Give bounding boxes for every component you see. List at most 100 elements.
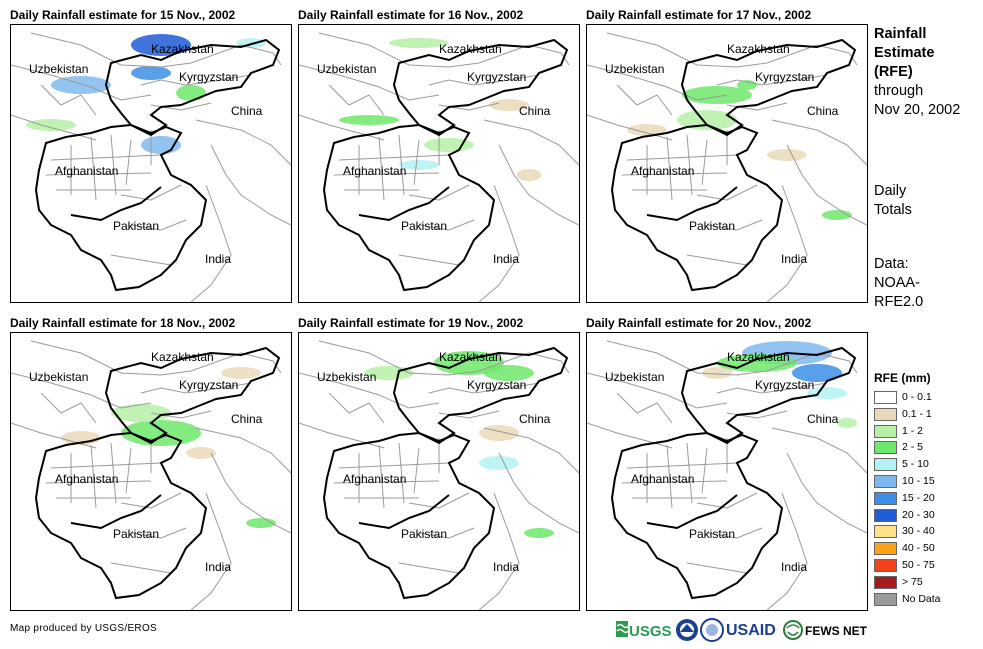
rainfall-area [479,456,519,470]
focus-region-border [610,38,857,292]
sidebar-title: Rainfall Estimate (RFE) [874,25,934,82]
sidebar-title-line1: Rainfall [874,26,927,42]
legend-swatch [874,424,897,438]
legend-label: 0 - 0.1 [902,391,932,403]
focus-region-border [34,346,281,600]
rainfall-area [524,528,554,538]
sidebar-data-source-2: RFE2.0 [874,294,924,310]
rainfall-area [246,518,276,528]
label-kazakhstan: Kazakhstan [727,42,790,56]
rainfall-area [822,210,852,220]
legend-label: 2 - 5 [902,441,924,454]
rainfall-area [434,351,504,375]
sidebar-date-value: Nov 20, 2002 [874,102,961,118]
legend-label: 10 - 15 [902,474,935,487]
usgs-logo-text: USGS [629,623,672,640]
label-kyrgyzstan: Kyrgyzstan [755,70,814,84]
legend-swatch [874,474,897,488]
panel-title: Daily Rainfall estimate for 19 Nov., 200… [298,316,524,330]
usaid-logo-text: USAID [726,622,776,639]
map-credit: Map produced by USGS/EROS [10,623,158,634]
label-kyrgyzstan: Kyrgyzstan [467,70,526,84]
legend-swatch [874,458,897,472]
label-kyrgyzstan: Kyrgyzstan [179,70,238,84]
sidebar-data-source: Data: NOAA- RFE2.0 [874,255,923,312]
sidebar-period: Daily Totals [874,182,912,220]
rainfall-area [131,34,191,56]
rainfall-area [131,66,171,80]
panel-title: Daily Rainfall estimate for 15 Nov., 200… [10,8,236,22]
legend-label: 40 - 50 [902,542,935,555]
rainfall-overlay [364,351,554,538]
rainfall-map: Kazakhstan Uzbekistan Kyrgyzstan China A… [10,332,292,611]
rainfall-area [479,425,519,441]
usaid-logo: USAID [726,622,776,639]
label-pakistan: Pakistan [689,219,735,233]
rainfall-map: Kazakhstan Uzbekistan Kyrgyzstan China A… [586,24,868,303]
rainfall-map: Kazakhstan Uzbekistan Kyrgyzstan China A… [10,24,292,303]
legend-label: 5 - 10 [902,458,929,471]
rainfall-overlay [61,367,276,528]
label-kazakhstan: Kazakhstan [151,350,214,364]
rainfall-area [627,124,667,136]
rainfall-area [111,404,171,422]
label-pakistan: Pakistan [113,219,159,233]
label-kazakhstan: Kazakhstan [439,350,502,364]
rainfall-area [26,119,76,131]
panel-title: Daily Rainfall estimate for 20 Nov., 200… [586,316,812,330]
label-uzbekistan: Uzbekistan [29,62,88,76]
rainfall-area [186,447,216,459]
rainfall-map: Kazakhstan Uzbekistan Kyrgyzstan China A… [298,332,580,611]
label-china: China [231,104,263,118]
panel-title: Daily Rainfall estimate for 18 Nov., 200… [10,316,236,330]
legend-label: 15 - 20 [902,491,935,504]
rainfall-area [176,85,206,101]
rainfall-area [121,420,201,446]
label-india: India [493,560,519,574]
label-afghanistan: Afghanistan [55,164,118,178]
legend-label: 50 - 75 [902,558,935,571]
label-uzbekistan: Uzbekistan [317,370,376,384]
legend-label: No Data [902,592,941,605]
map-panel-nov-15: Daily Rainfall estimate for 15 Nov., 200… [10,8,292,303]
state-dept-seal [700,618,724,642]
rainfall-area [677,110,737,130]
label-kyrgyzstan: Kyrgyzstan [179,378,238,392]
rainfall-overlay [26,34,266,154]
label-kazakhstan: Kazakhstan [151,42,214,56]
legend-swatch [874,542,897,556]
map-panel-nov-20: Daily Rainfall estimate for 20 Nov., 200… [586,316,868,611]
label-india: India [205,560,231,574]
rainfall-area [424,138,474,152]
sidebar-data-source-1: NOAA- [874,275,920,291]
agency-logos: USGS USAID FEWS NET [616,618,868,642]
panel-title: Daily Rainfall estimate for 16 Nov., 200… [298,8,524,22]
sidebar-totals: Totals [874,202,912,218]
rainfall-area [339,115,399,125]
rainfall-area [837,418,857,428]
label-uzbekistan: Uzbekistan [29,370,88,384]
focus-region-border [322,38,569,292]
rainfall-area [221,367,261,379]
label-china: China [519,104,551,118]
rainfall-map: Kazakhstan Uzbekistan Kyrgyzstan China A… [586,332,868,611]
map-panel-nov-17: Daily Rainfall estimate for 17 Nov., 200… [586,8,868,303]
legend-swatch [874,441,897,455]
label-kyrgyzstan: Kyrgyzstan [467,378,526,392]
label-uzbekistan: Uzbekistan [605,370,664,384]
label-china: China [519,412,551,426]
label-india: India [205,252,231,266]
rainfall-overlay [627,80,852,220]
noaa-logo [676,619,698,641]
focus-region-border [610,346,857,600]
country-borders [11,340,291,610]
rainfall-area [767,149,807,161]
label-uzbekistan: Uzbekistan [317,62,376,76]
label-china: China [807,104,839,118]
label-afghanistan: Afghanistan [343,164,406,178]
map-panel-nov-19: Daily Rainfall estimate for 19 Nov., 200… [298,316,580,611]
label-kyrgyzstan: Kyrgyzstan [755,378,814,392]
legend-swatch [874,407,897,421]
label-afghanistan: Afghanistan [55,472,118,486]
legend-title: RFE (mm) [874,371,931,385]
